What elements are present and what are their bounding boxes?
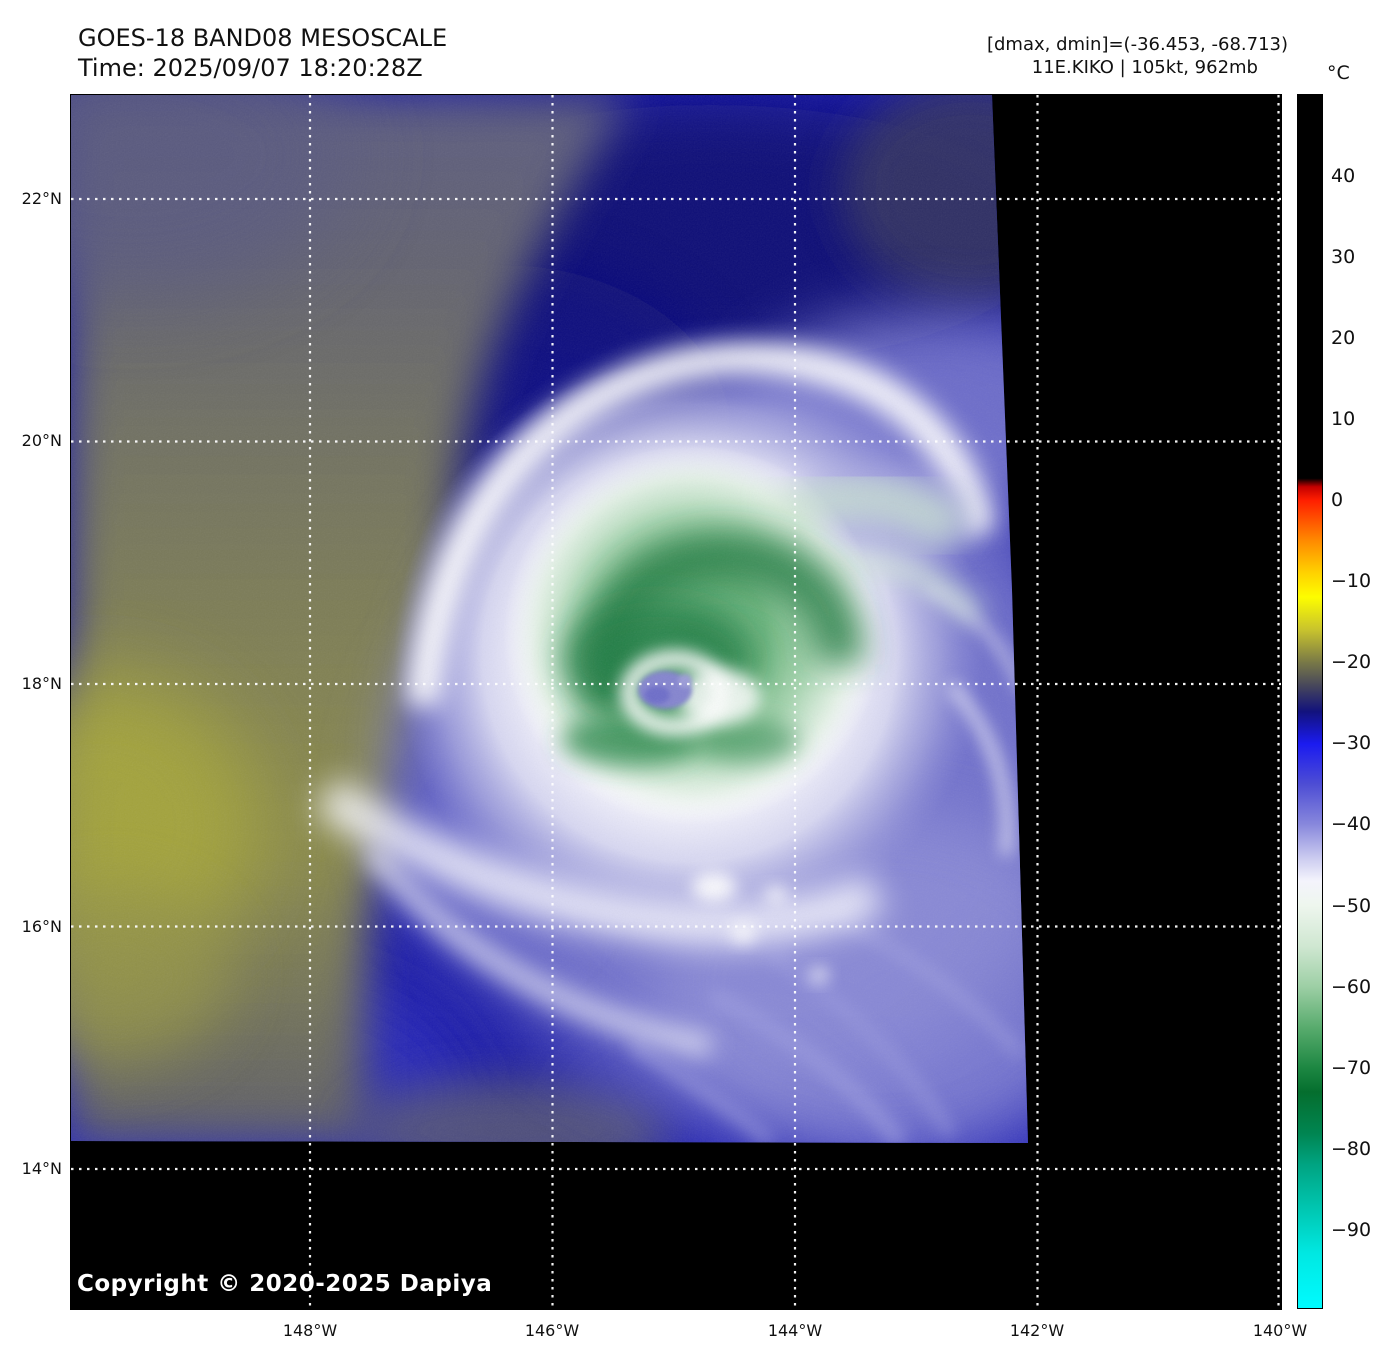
colorbar-tick-m10: −10 [1331,570,1372,592]
colorbar-tick-30: 30 [1331,246,1356,268]
colorbar-tick-20: 20 [1331,327,1356,349]
colorbar-unit-label: °C [1327,62,1350,84]
colorbar-tick-0: 0 [1331,489,1344,511]
lat-tick-14n: 14°N [21,1159,62,1178]
image-title: GOES-18 BAND08 MESOSCALE [78,24,448,52]
colorbar-tick-m90: −90 [1331,1219,1372,1241]
colorbar-tick-m20: −20 [1331,651,1372,673]
colorbar-gradient [1297,94,1323,1309]
colorbar-tick-10: 10 [1331,408,1356,430]
lat-tick-20n: 20°N [21,431,62,450]
lat-tick-22n: 22°N [21,189,62,208]
image-grain-texture [71,95,1028,1143]
colorbar-tick-m30: −30 [1331,732,1372,754]
colorbar-tick-m70: −70 [1331,1057,1372,1079]
colorbar-tick-m80: −80 [1331,1138,1372,1160]
colorbar-tick-m40: −40 [1331,813,1372,835]
lon-tick-146w: 146°W [524,1321,580,1340]
image-timestamp: Time: 2025/09/07 18:20:28Z [78,54,423,82]
satellite-map-plot [70,94,1282,1310]
storm-info-annotation: 11E.KIKO | 105kt, 962mb [1031,57,1258,78]
dmax-dmin-annotation: [dmax, dmin]=(-36.453, -68.713) [986,34,1288,55]
lon-tick-148w: 148°W [282,1321,338,1340]
lon-tick-144w: 144°W [767,1321,823,1340]
lon-tick-142w: 142°W [1009,1321,1065,1340]
colorbar-tick-m60: −60 [1331,976,1372,998]
colorbar-tick-m50: −50 [1331,895,1372,917]
colorbar-tick-40: 40 [1331,165,1356,187]
lat-tick-16n: 16°N [21,917,62,936]
graticule-gridlines [71,95,1281,1309]
lat-tick-18n: 18°N [21,674,62,693]
hurricane-satellite-rendering [71,95,1281,1309]
mesoscale-data-region [71,95,1028,1143]
lon-tick-140w: 140°W [1252,1321,1308,1340]
copyright-watermark: Copyright © 2020-2025 Dapiya [77,1271,493,1297]
